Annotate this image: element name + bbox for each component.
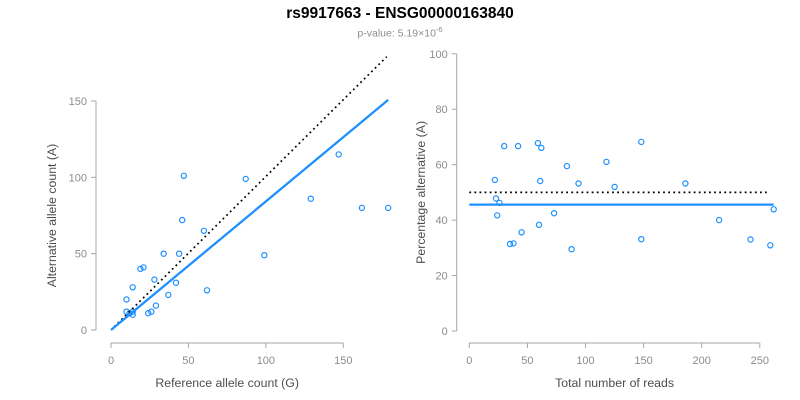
y-tick-label: 80 <box>435 104 447 116</box>
data-point <box>242 175 249 183</box>
x-axis-title: Total number of reads <box>555 376 674 390</box>
right-scatter-percentage-reads: 0 20 40 60 80 100 0 50 100 150 200 250 Total number … <box>414 49 777 390</box>
data-point <box>638 138 645 146</box>
data-point <box>575 180 582 187</box>
data-point <box>175 250 183 257</box>
x-tick-label: 150 <box>634 355 652 367</box>
data-point <box>747 236 754 243</box>
y-tick-label: 150 <box>69 96 87 108</box>
data-point <box>165 291 172 299</box>
data-point <box>500 142 508 150</box>
y-tick-label: 100 <box>69 172 87 184</box>
y-axis-title: Alternative allele count (A) <box>45 144 59 288</box>
pvalue-text: p-value: 5.19×10 <box>357 27 436 40</box>
data-point <box>535 221 543 228</box>
data-point <box>638 235 645 243</box>
data-point <box>140 264 147 271</box>
x-tick-label: 100 <box>576 355 594 367</box>
data-point <box>129 284 136 291</box>
data-point <box>563 162 571 170</box>
data-point <box>493 212 501 219</box>
data-point <box>603 158 610 166</box>
data-point <box>200 227 208 234</box>
data-point <box>550 209 558 217</box>
data-point <box>335 151 342 158</box>
x-tick-label: 250 <box>751 355 769 367</box>
data-point <box>538 144 545 152</box>
data-point <box>770 206 777 213</box>
x-tick-label: 200 <box>693 355 711 367</box>
data-point <box>178 216 186 224</box>
y-tick-label: 0 <box>442 326 448 338</box>
data-point <box>506 240 514 248</box>
data-point <box>151 276 158 283</box>
data-point <box>148 308 155 315</box>
data-point <box>715 216 723 224</box>
data-point <box>536 177 544 185</box>
data-point <box>358 204 366 212</box>
data-point <box>180 172 187 179</box>
pvalue-exponent: -6 <box>435 25 443 34</box>
fitted-ratio-line <box>110 99 389 331</box>
data-point <box>534 139 542 147</box>
y-tick-label: 60 <box>435 160 447 172</box>
data-point <box>568 245 575 253</box>
data-point <box>682 180 689 187</box>
data-point <box>160 250 167 257</box>
data-point <box>123 296 130 303</box>
figure-subtitle: p-value: 5.19×10-6 <box>0 25 800 40</box>
x-axis-title: Reference allele count (G) <box>155 376 299 390</box>
data-point <box>137 265 144 273</box>
data-point <box>518 229 525 236</box>
x-tick-label: 50 <box>521 355 533 367</box>
data-point <box>144 310 152 317</box>
data-point <box>611 183 618 191</box>
data-point <box>152 302 160 309</box>
figure-title: rs9917663 - ENSG00000163840 <box>286 5 514 22</box>
data-point <box>385 204 392 212</box>
y-tick-label: 100 <box>429 49 447 61</box>
x-tick-label: 0 <box>466 355 472 367</box>
y-tick-label: 40 <box>435 215 447 227</box>
data-point <box>261 251 268 259</box>
data-point <box>172 279 180 286</box>
y-tick-label: 0 <box>81 325 87 337</box>
data-point <box>491 176 499 184</box>
data-point <box>203 287 211 294</box>
y-tick-label: 20 <box>435 271 447 283</box>
data-point <box>307 195 314 202</box>
x-tick-label: 100 <box>257 355 275 367</box>
x-tick-label: 50 <box>182 355 194 367</box>
y-tick-label: 50 <box>75 249 87 261</box>
y-axis-title: Percentage alternative (A) <box>414 121 428 264</box>
data-point <box>510 240 517 247</box>
data-point <box>514 142 522 150</box>
data-point <box>767 242 774 249</box>
x-tick-label: 0 <box>108 355 114 367</box>
identity-line <box>113 56 388 328</box>
x-tick-label: 150 <box>334 355 352 367</box>
data-point <box>492 195 500 202</box>
plots-row: 0 50 100 150 0 50 100 150 Reference allele count… <box>0 40 800 400</box>
left-scatter-allele-counts: 0 50 100 150 0 50 100 150 Reference allele count… <box>45 56 392 390</box>
